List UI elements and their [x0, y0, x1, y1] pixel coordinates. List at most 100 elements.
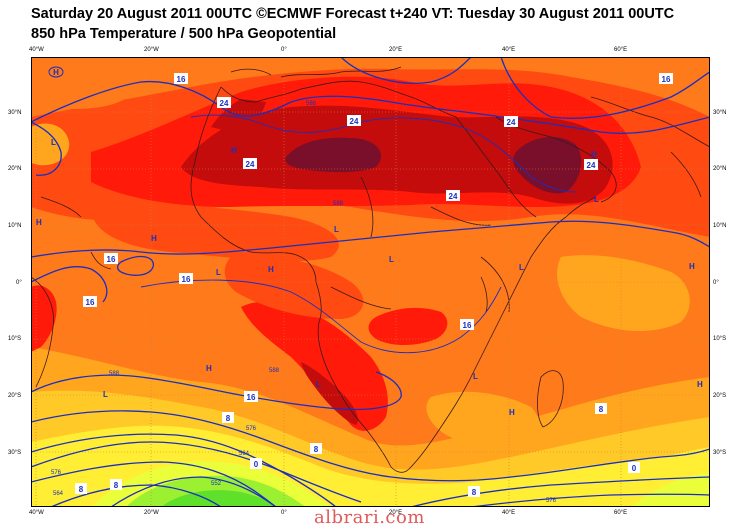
lat-tick-right-3: 0°	[713, 280, 719, 286]
centre-l-5: L	[519, 263, 524, 272]
centre-h-4: H	[231, 146, 237, 155]
centre-h-8: H	[697, 380, 703, 389]
lon-tick-top-2: 0°	[281, 47, 287, 53]
label-temp-8-f: 8	[468, 486, 480, 497]
contour-right-2	[470, 493, 710, 507]
lon-tick-bottom-5: 60°E	[614, 510, 628, 516]
label-temp-24-e: 24	[504, 116, 518, 127]
coast-gulf-guinea	[315, 281, 410, 473]
contour-left-loop	[31, 266, 108, 303]
gp-552: 552	[211, 481, 222, 487]
map-frame	[31, 57, 710, 507]
lon-tick-bottom-3: 20°E	[389, 510, 403, 516]
label-text-24-c: 24	[246, 160, 255, 169]
label-temp-16-g: 16	[244, 391, 258, 402]
field-orange-pocket-1	[31, 68, 135, 109]
gp-588-a: 588	[306, 101, 317, 107]
label-text-16-b: 16	[107, 255, 116, 264]
coast-spain	[230, 68, 272, 76]
chart-title: Saturday 20 August 2011 00UTC ©ECMWF For…	[31, 6, 675, 22]
gp-564-b: 564	[53, 491, 64, 497]
label-temp-16-c: 16	[179, 273, 193, 284]
contour-small-loop-1	[116, 255, 154, 276]
lat-tick-right-1: 20°N	[713, 166, 727, 172]
coast-india	[670, 151, 702, 198]
lon-axis-bottom: 40°W 20°W 0° 20°E 40°E 60°E	[0, 510, 739, 520]
label-text-8-d: 8	[114, 481, 119, 490]
label-text-16-f: 16	[662, 75, 671, 84]
field-orange-pocket-2	[31, 123, 70, 166]
gp-564-a: 564	[239, 451, 250, 457]
label-text-24-d: 24	[449, 192, 458, 201]
watermark: albrari.com	[314, 507, 425, 528]
gp-576-c: 576	[546, 498, 557, 504]
field-maroon-2	[513, 136, 582, 194]
lat-tick-left-6: 30°S	[8, 450, 22, 456]
label-temp-24-b: 24	[347, 115, 361, 126]
label-text-16-c: 16	[182, 275, 191, 284]
lon-tick-bottom-1: 20°W	[144, 510, 159, 516]
lat-tick-right-6: 30°S	[713, 450, 727, 456]
lat-tick-left-1: 20°N	[8, 166, 22, 172]
coast-caribbean	[40, 196, 112, 270]
contour-b2	[31, 461, 277, 507]
field-dark-red	[181, 105, 613, 204]
forecast-map: 16 24 24 24 24 24 24 16 16 16 16 16 16 8…	[31, 57, 710, 507]
label-temp-8-c: 8	[75, 483, 87, 494]
label-temp-16-f: 16	[659, 73, 673, 84]
label-temp-0-a: 0	[250, 458, 262, 469]
coast-madagascar	[537, 370, 564, 428]
centre-h-nw-text: H	[53, 68, 59, 77]
graticule	[31, 57, 710, 507]
contour-north-loop	[340, 57, 472, 84]
gp-576-b: 576	[51, 470, 62, 476]
coast-south-america	[31, 276, 54, 388]
label-temp-24-a: 24	[217, 97, 231, 108]
centre-h-3: H	[268, 265, 274, 274]
gp-588-d: 588	[269, 368, 280, 374]
centre-h-1: H	[36, 218, 42, 227]
centre-l-9: L	[594, 195, 599, 204]
field-red-south	[241, 301, 388, 431]
lon-tick-top-3: 20°E	[389, 47, 403, 53]
contour-588-south	[31, 371, 402, 411]
contour-b3	[50, 484, 222, 507]
field-light-yellow-right	[631, 472, 710, 507]
centre-l-7: L	[473, 372, 478, 381]
label-text-24-a: 24	[220, 99, 229, 108]
temp-contour-24	[190, 114, 577, 193]
lat-tick-right-0: 30°N	[713, 110, 727, 116]
gp-576-a: 576	[246, 426, 257, 432]
label-text-0-b: 0	[632, 464, 637, 473]
label-text-8-a: 8	[226, 414, 231, 423]
field-red-africa-mid	[224, 255, 364, 319]
label-temp-8-e: 8	[595, 403, 607, 414]
contour-552	[110, 476, 277, 507]
label-text-0-a: 0	[254, 460, 259, 469]
contour-588-north	[31, 80, 710, 134]
gp-588-b: 588	[333, 201, 344, 207]
lon-tick-bottom-2: 0°	[281, 510, 287, 516]
lon-tick-bottom-4: 40°E	[502, 510, 516, 516]
label-text-16-g: 16	[247, 393, 256, 402]
centre-l-4: L	[389, 255, 394, 264]
lat-tick-right-2: 10°N	[713, 223, 727, 229]
label-temp-8-a: 8	[222, 412, 234, 423]
label-temp-24-f: 24	[584, 159, 598, 170]
centre-l-8: L	[103, 390, 108, 399]
label-text-8-c: 8	[79, 485, 84, 494]
lat-tick-left-4: 10°S	[8, 336, 22, 342]
centre-h-5: H	[689, 262, 695, 271]
label-text-8-e: 8	[599, 405, 604, 414]
label-temp-24-d: 24	[446, 190, 460, 201]
coast-north-africa	[220, 80, 457, 118]
label-text-16-d: 16	[86, 298, 95, 307]
label-text-16-e: 16	[463, 321, 472, 330]
coast-inland-1	[360, 176, 492, 238]
centre-h-2: H	[151, 234, 157, 243]
label-text-24-e: 24	[507, 118, 516, 127]
label-temp-8-d: 8	[110, 479, 122, 490]
centre-h-6: H	[206, 364, 212, 373]
lon-tick-top-1: 20°W	[144, 47, 159, 53]
coast-lake	[480, 276, 488, 313]
